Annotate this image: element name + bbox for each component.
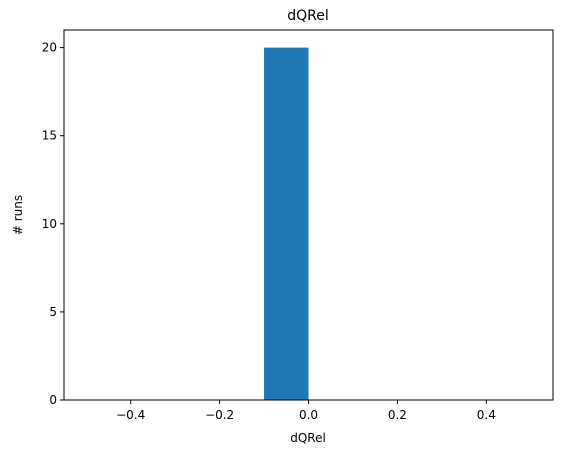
y-tick-label: 0 (49, 393, 57, 407)
x-axis-ticks: −0.4 −0.2 0.0 0.2 0.4 (116, 400, 496, 422)
plot-frame (63, 29, 554, 401)
bars-group (264, 47, 309, 400)
chart-title: dQRel (287, 8, 329, 24)
x-axis-label: dQRel (290, 431, 326, 445)
x-tick-label: 0.2 (388, 408, 407, 422)
x-tick-label: 0.4 (477, 408, 496, 422)
histogram-bar-0 (264, 47, 309, 400)
y-axis-ticks: 0 5 10 15 20 (42, 41, 64, 407)
x-tick-label: −0.4 (116, 408, 145, 422)
y-axis-label: # runs (11, 195, 25, 235)
x-tick-label: 0.0 (299, 408, 318, 422)
y-tick-label: 15 (42, 129, 57, 143)
x-tick-label: −0.2 (205, 408, 234, 422)
y-tick-label: 5 (49, 305, 57, 319)
y-tick-label: 10 (42, 217, 57, 231)
y-tick-label: 20 (42, 41, 57, 55)
